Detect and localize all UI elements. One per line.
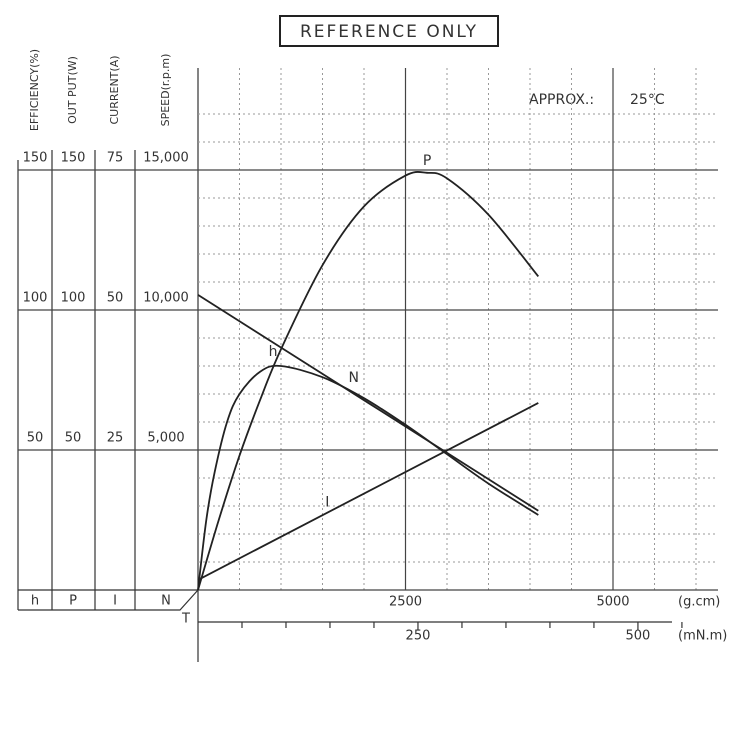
origin-label: T — [181, 612, 190, 627]
y-tick-label: 150 — [23, 151, 48, 166]
scale-columns — [17, 68, 200, 662]
y-tick-label: 100 — [61, 291, 86, 306]
axis-symbol: h — [31, 594, 39, 609]
axis-symbol: I — [113, 594, 117, 609]
x2-tick-label: 250 — [406, 629, 431, 644]
y-tick-label: 50 — [107, 291, 124, 306]
y-tick-label: 10,000 — [143, 291, 189, 306]
y-tick-label: 50 — [27, 431, 44, 446]
axis-title: EFFICIENCY(%) — [28, 49, 41, 131]
series-line — [197, 402, 539, 581]
series-label: N — [348, 370, 358, 386]
y-tick-label: 5,000 — [147, 431, 184, 446]
annotation: APPROX.: — [529, 92, 594, 108]
series-line — [197, 364, 539, 591]
temperature: 25°C — [630, 92, 665, 108]
x-tick-label: 5000 — [596, 595, 629, 610]
series-label: I — [325, 495, 329, 511]
x2-axis-unit: (mN.m) — [678, 629, 727, 644]
axis-title: SPEED(r.p.m) — [159, 54, 172, 127]
series-label: P — [423, 153, 431, 169]
y-tick-label: 75 — [107, 151, 124, 166]
y-tick-label: 25 — [107, 431, 124, 446]
x-tick-label: 2500 — [389, 595, 422, 610]
axis-symbol: N — [161, 594, 171, 609]
axis-title: OUT PUT(W) — [66, 56, 79, 124]
title-box — [279, 15, 499, 47]
x2-tick-label: 500 — [626, 629, 651, 644]
y-tick-label: 15,000 — [143, 151, 189, 166]
y-tick-label: 150 — [61, 151, 86, 166]
axis-title: CURRENT(A) — [108, 55, 121, 124]
y-tick-label: 100 — [23, 291, 48, 306]
series-line — [197, 171, 540, 591]
series-label: h — [269, 344, 278, 360]
y-tick-label: 50 — [65, 431, 82, 446]
series-line — [197, 294, 539, 512]
chart-title: REFERENCE ONLY — [300, 22, 478, 42]
x-axis-unit: (g.cm) — [678, 595, 720, 610]
axis-symbol: P — [69, 594, 77, 609]
